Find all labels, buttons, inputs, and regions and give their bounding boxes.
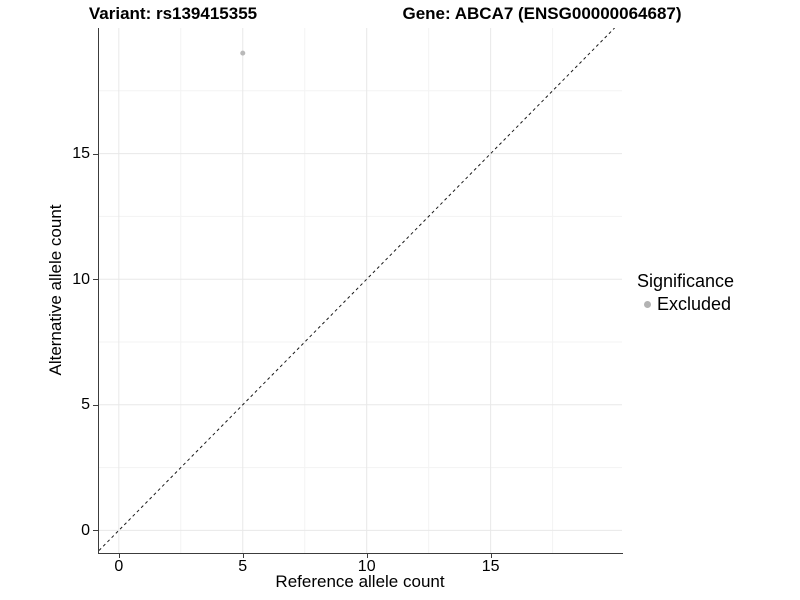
excluded-point-marker <box>644 300 651 308</box>
legend-title: Significance <box>637 271 735 291</box>
plot-title-variant: Variant: rs139415355 <box>88 4 258 23</box>
legend-item-label: Excluded <box>657 294 732 314</box>
plot-area <box>99 28 622 553</box>
y-tick-label: 10 <box>72 270 90 288</box>
y-tick-label: 0 <box>81 521 90 539</box>
identity-line <box>99 28 615 551</box>
y-axis-title: Alternative allele count <box>46 204 65 376</box>
x-tick-label: 5 <box>238 558 248 575</box>
y-tick-mark <box>93 404 98 406</box>
plot-title-gene: Gene: ABCA7 (ENSG00000064687) <box>402 4 682 23</box>
x-tick-label: 0 <box>114 558 124 575</box>
y-tick-label: 15 <box>72 145 90 163</box>
x-axis-line <box>98 553 623 554</box>
legend-item-excluded: Excluded <box>637 293 734 315</box>
x-tick-mark <box>242 553 244 558</box>
y-tick-mark <box>93 530 98 532</box>
y-tick-mark <box>93 279 98 281</box>
plot-panel <box>99 28 622 553</box>
y-tick-mark <box>93 153 98 155</box>
y-axis-line <box>98 28 99 554</box>
x-tick-mark <box>118 553 120 558</box>
data-point <box>240 50 246 56</box>
x-tick-mark <box>490 553 492 558</box>
x-tick-label: 10 <box>357 558 376 575</box>
y-tick-label: 5 <box>81 396 90 414</box>
x-tick-mark <box>366 553 368 558</box>
x-axis-title: Reference allele count <box>275 572 445 591</box>
x-tick-label: 15 <box>481 558 500 575</box>
legend: Significance Excluded <box>637 270 734 315</box>
